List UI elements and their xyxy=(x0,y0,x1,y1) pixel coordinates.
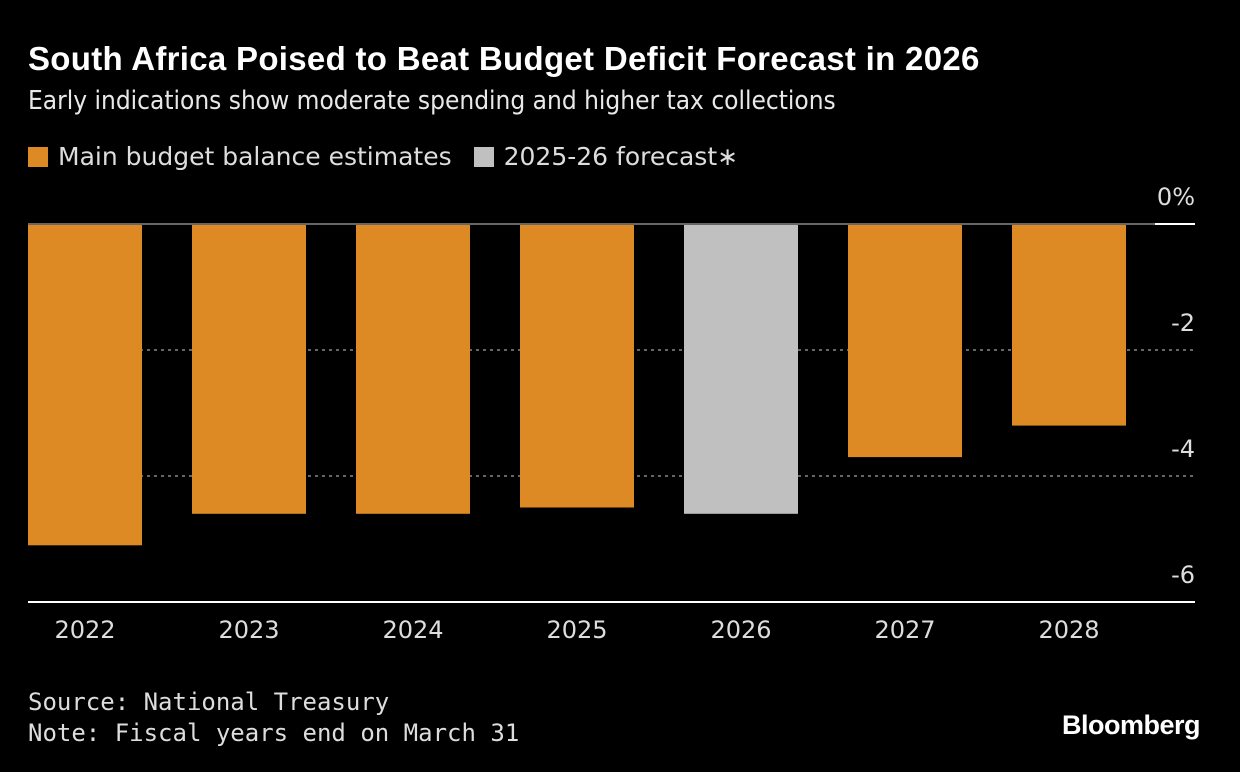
legend-swatch-estimates xyxy=(28,146,48,167)
x-tick-label: 2027 xyxy=(874,616,935,644)
bar-2024 xyxy=(356,224,470,514)
bar-2025 xyxy=(520,224,634,508)
x-tick-label: 2025 xyxy=(546,616,607,644)
y-tick-label: -6 xyxy=(1171,561,1195,589)
footnote: Note: Fiscal years end on March 31 xyxy=(28,719,520,747)
x-tick-label: 2023 xyxy=(218,616,279,644)
chart-title: South Africa Poised to Beat Budget Defic… xyxy=(28,40,980,77)
bar-2028 xyxy=(1012,224,1126,426)
x-tick-label: 2026 xyxy=(710,616,771,644)
y-tick-label: 0% xyxy=(1157,183,1195,211)
bar-2027 xyxy=(848,224,962,458)
legend-item-forecast: 2025-26 forecast∗ xyxy=(473,142,739,171)
bar-2022 xyxy=(28,224,142,546)
x-tick-label: 2028 xyxy=(1038,616,1099,644)
bloomberg-logo: Bloomberg xyxy=(1061,710,1201,740)
bar-2023 xyxy=(192,224,306,514)
x-tick-label: 2024 xyxy=(382,616,443,644)
x-tick-label: 2022 xyxy=(54,616,115,644)
bar-2026 xyxy=(684,224,798,514)
source-note: Source: National Treasury xyxy=(28,688,390,716)
legend-item-estimates: Main budget balance estimates xyxy=(28,142,452,171)
legend-label-forecast: 2025-26 forecast∗ xyxy=(503,142,739,171)
y-tick-label: -4 xyxy=(1171,435,1195,463)
legend-label-estimates: Main budget balance estimates xyxy=(58,142,452,171)
y-tick-label: -2 xyxy=(1171,309,1195,337)
chart-subtitle: Early indications show moderate spending… xyxy=(28,86,836,116)
legend-swatch-forecast xyxy=(473,146,494,167)
legend: Main budget balance estimates 2025-26 fo… xyxy=(28,142,760,171)
